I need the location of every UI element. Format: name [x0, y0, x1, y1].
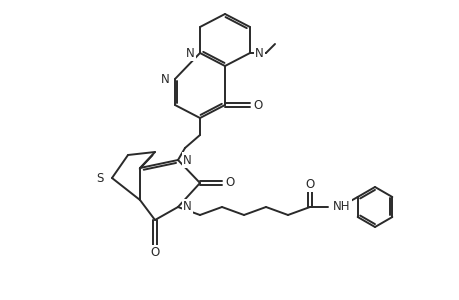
Text: O: O — [150, 247, 159, 260]
Text: S: S — [96, 172, 104, 184]
Text: N: N — [183, 200, 191, 214]
Text: N: N — [186, 46, 195, 59]
Text: N: N — [254, 46, 263, 59]
Text: N: N — [161, 73, 170, 85]
Text: N: N — [183, 154, 191, 166]
Text: O: O — [253, 98, 262, 112]
Text: O: O — [225, 176, 234, 190]
Text: O: O — [305, 178, 314, 190]
Text: NH: NH — [332, 200, 350, 214]
